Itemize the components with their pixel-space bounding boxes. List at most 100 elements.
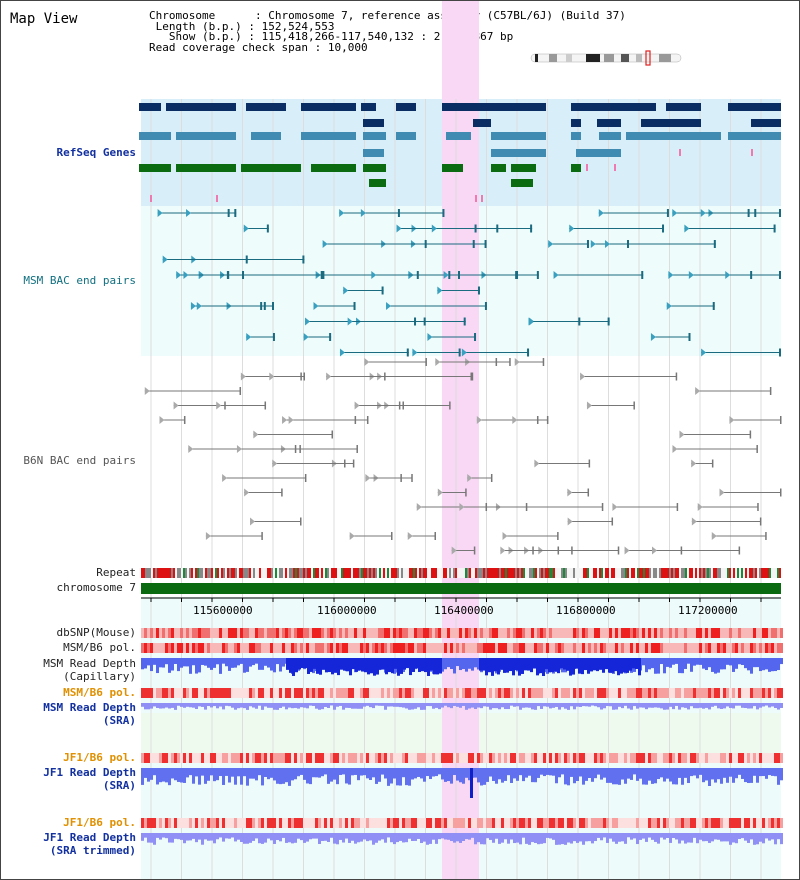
track-label-msm-bac[interactable]: MSM BAC end pairs bbox=[23, 274, 136, 287]
read-depth-bin bbox=[714, 703, 717, 706]
repeat-element bbox=[317, 568, 319, 578]
polymorphism-bin bbox=[534, 818, 537, 828]
track-label-jf1-depth-sra[interactable]: JF1 Read Depth bbox=[43, 766, 136, 779]
polymorphism-bin bbox=[156, 688, 159, 698]
polymorphism-bin bbox=[363, 628, 366, 638]
read-depth-bin bbox=[318, 703, 321, 710]
read-depth-bin bbox=[312, 833, 315, 839]
polymorphism-bin bbox=[558, 818, 561, 828]
polymorphism-bin bbox=[480, 628, 483, 638]
read-depth-bin bbox=[417, 768, 420, 777]
read-depth-bin bbox=[405, 768, 408, 786]
polymorphism-bin bbox=[723, 628, 726, 638]
polymorphism-bin bbox=[753, 628, 756, 638]
repeat-element bbox=[547, 568, 549, 578]
read-depth-bin bbox=[681, 833, 684, 841]
polymorphism-bin bbox=[408, 628, 411, 638]
repeat-element bbox=[331, 568, 333, 578]
track-label-msm-b6-pol-1[interactable]: MSM/B6 pol. bbox=[63, 641, 136, 654]
read-depth-bin bbox=[270, 833, 273, 841]
b6n-bac-end bbox=[216, 401, 222, 410]
read-depth-bin bbox=[720, 768, 723, 784]
polymorphism-bin bbox=[681, 643, 684, 653]
polymorphism-bin bbox=[519, 688, 522, 698]
read-depth-bin bbox=[258, 768, 261, 776]
polymorphism-bin bbox=[672, 753, 675, 763]
polymorphism-bin bbox=[348, 628, 351, 638]
track-label-jf1-depth-trimmed[interactable]: JF1 Read Depth bbox=[43, 831, 136, 844]
chromosome-ideogram[interactable] bbox=[530, 50, 682, 66]
read-depth-bin bbox=[315, 703, 318, 709]
polymorphism-bin bbox=[393, 643, 396, 653]
polymorphism-bin bbox=[504, 818, 507, 828]
polymorphism-bin bbox=[420, 818, 423, 828]
polymorphism-bin bbox=[219, 643, 222, 653]
polymorphism-bin bbox=[669, 688, 672, 698]
read-depth-bin bbox=[582, 833, 585, 845]
track-label-repeat[interactable]: Repeat bbox=[96, 566, 136, 579]
polymorphism-bin bbox=[327, 753, 330, 763]
polymorphism-bin bbox=[639, 753, 642, 763]
read-depth-bin bbox=[367, 658, 370, 675]
b6n-bac-end bbox=[534, 459, 540, 468]
read-depth-bin bbox=[385, 658, 388, 675]
read-depth-bin bbox=[150, 833, 153, 843]
msm-bac-end bbox=[381, 286, 384, 295]
polymorphism-bin bbox=[444, 818, 447, 828]
repeat-element bbox=[203, 568, 205, 578]
read-depth-bin bbox=[318, 833, 321, 844]
polymorphism-bin bbox=[492, 628, 495, 638]
track-label-dbsnp[interactable]: dbSNP(Mouse) bbox=[56, 626, 136, 639]
repeat-element bbox=[645, 568, 647, 578]
b6n-bac-end bbox=[435, 358, 441, 366]
track-label-msm-depth-capillary[interactable]: MSM Read Depth bbox=[43, 657, 136, 670]
repeat-element bbox=[721, 568, 723, 578]
read-depth-bin bbox=[330, 703, 333, 706]
read-depth-bin bbox=[675, 703, 678, 706]
gene-tick bbox=[475, 195, 477, 202]
read-depth-bin bbox=[357, 768, 360, 781]
track-label-jf1-b6-pol-1[interactable]: JF1/B6 pol. bbox=[63, 751, 136, 764]
read-depth-bin bbox=[729, 703, 732, 708]
read-depth-bin bbox=[147, 768, 150, 782]
repeat-element bbox=[715, 568, 717, 578]
polymorphism-bin bbox=[540, 643, 543, 653]
repeat-element bbox=[529, 568, 531, 578]
polymorphism-bin bbox=[246, 643, 249, 653]
polymorphism-bin bbox=[222, 628, 225, 638]
read-depth-bin bbox=[279, 703, 282, 708]
read-depth-bin bbox=[450, 658, 453, 669]
axis-tick-label: 116800000 bbox=[556, 604, 616, 617]
track-label-refseq[interactable]: RefSeq Genes bbox=[56, 146, 136, 159]
track-label-msm-b6-pol-2[interactable]: MSM/B6 pol. bbox=[63, 686, 136, 699]
read-depth-bin bbox=[575, 658, 578, 669]
polymorphism-bin bbox=[612, 688, 615, 698]
track-label-msm-depth-sra[interactable]: MSM Read Depth bbox=[43, 701, 136, 714]
polymorphism-bin bbox=[777, 818, 780, 828]
polymorphism-bin bbox=[192, 643, 195, 653]
polymorphism-bin bbox=[417, 643, 420, 653]
polymorphism-bin bbox=[222, 753, 225, 763]
msm-bac-end bbox=[371, 271, 377, 279]
polymorphism-bin bbox=[642, 628, 645, 638]
polymorphism-bin bbox=[693, 688, 696, 698]
read-depth-bin bbox=[453, 768, 456, 776]
polymorphism-bin bbox=[201, 688, 204, 698]
read-depth-bin bbox=[427, 658, 430, 676]
polymorphism-bin bbox=[645, 643, 648, 653]
read-depth-bin bbox=[435, 703, 438, 708]
read-depth-bin bbox=[276, 658, 279, 665]
polymorphism-bin bbox=[264, 643, 267, 653]
polymorphism-bin bbox=[213, 818, 216, 828]
polymorphism-bin bbox=[741, 643, 744, 653]
track-label-jf1-b6-pol-2[interactable]: JF1/B6 pol. bbox=[63, 816, 136, 829]
track-label-b6n-bac[interactable]: B6N BAC end pairs bbox=[23, 454, 136, 467]
repeat-element bbox=[635, 568, 637, 578]
polymorphism-bin bbox=[729, 643, 732, 653]
read-depth-bin bbox=[459, 703, 462, 708]
polymorphism-bin bbox=[660, 688, 663, 698]
repeat-element bbox=[405, 568, 407, 578]
read-depth-bin bbox=[168, 833, 171, 843]
read-depth-bin bbox=[375, 703, 378, 706]
repeat-element bbox=[291, 568, 293, 578]
